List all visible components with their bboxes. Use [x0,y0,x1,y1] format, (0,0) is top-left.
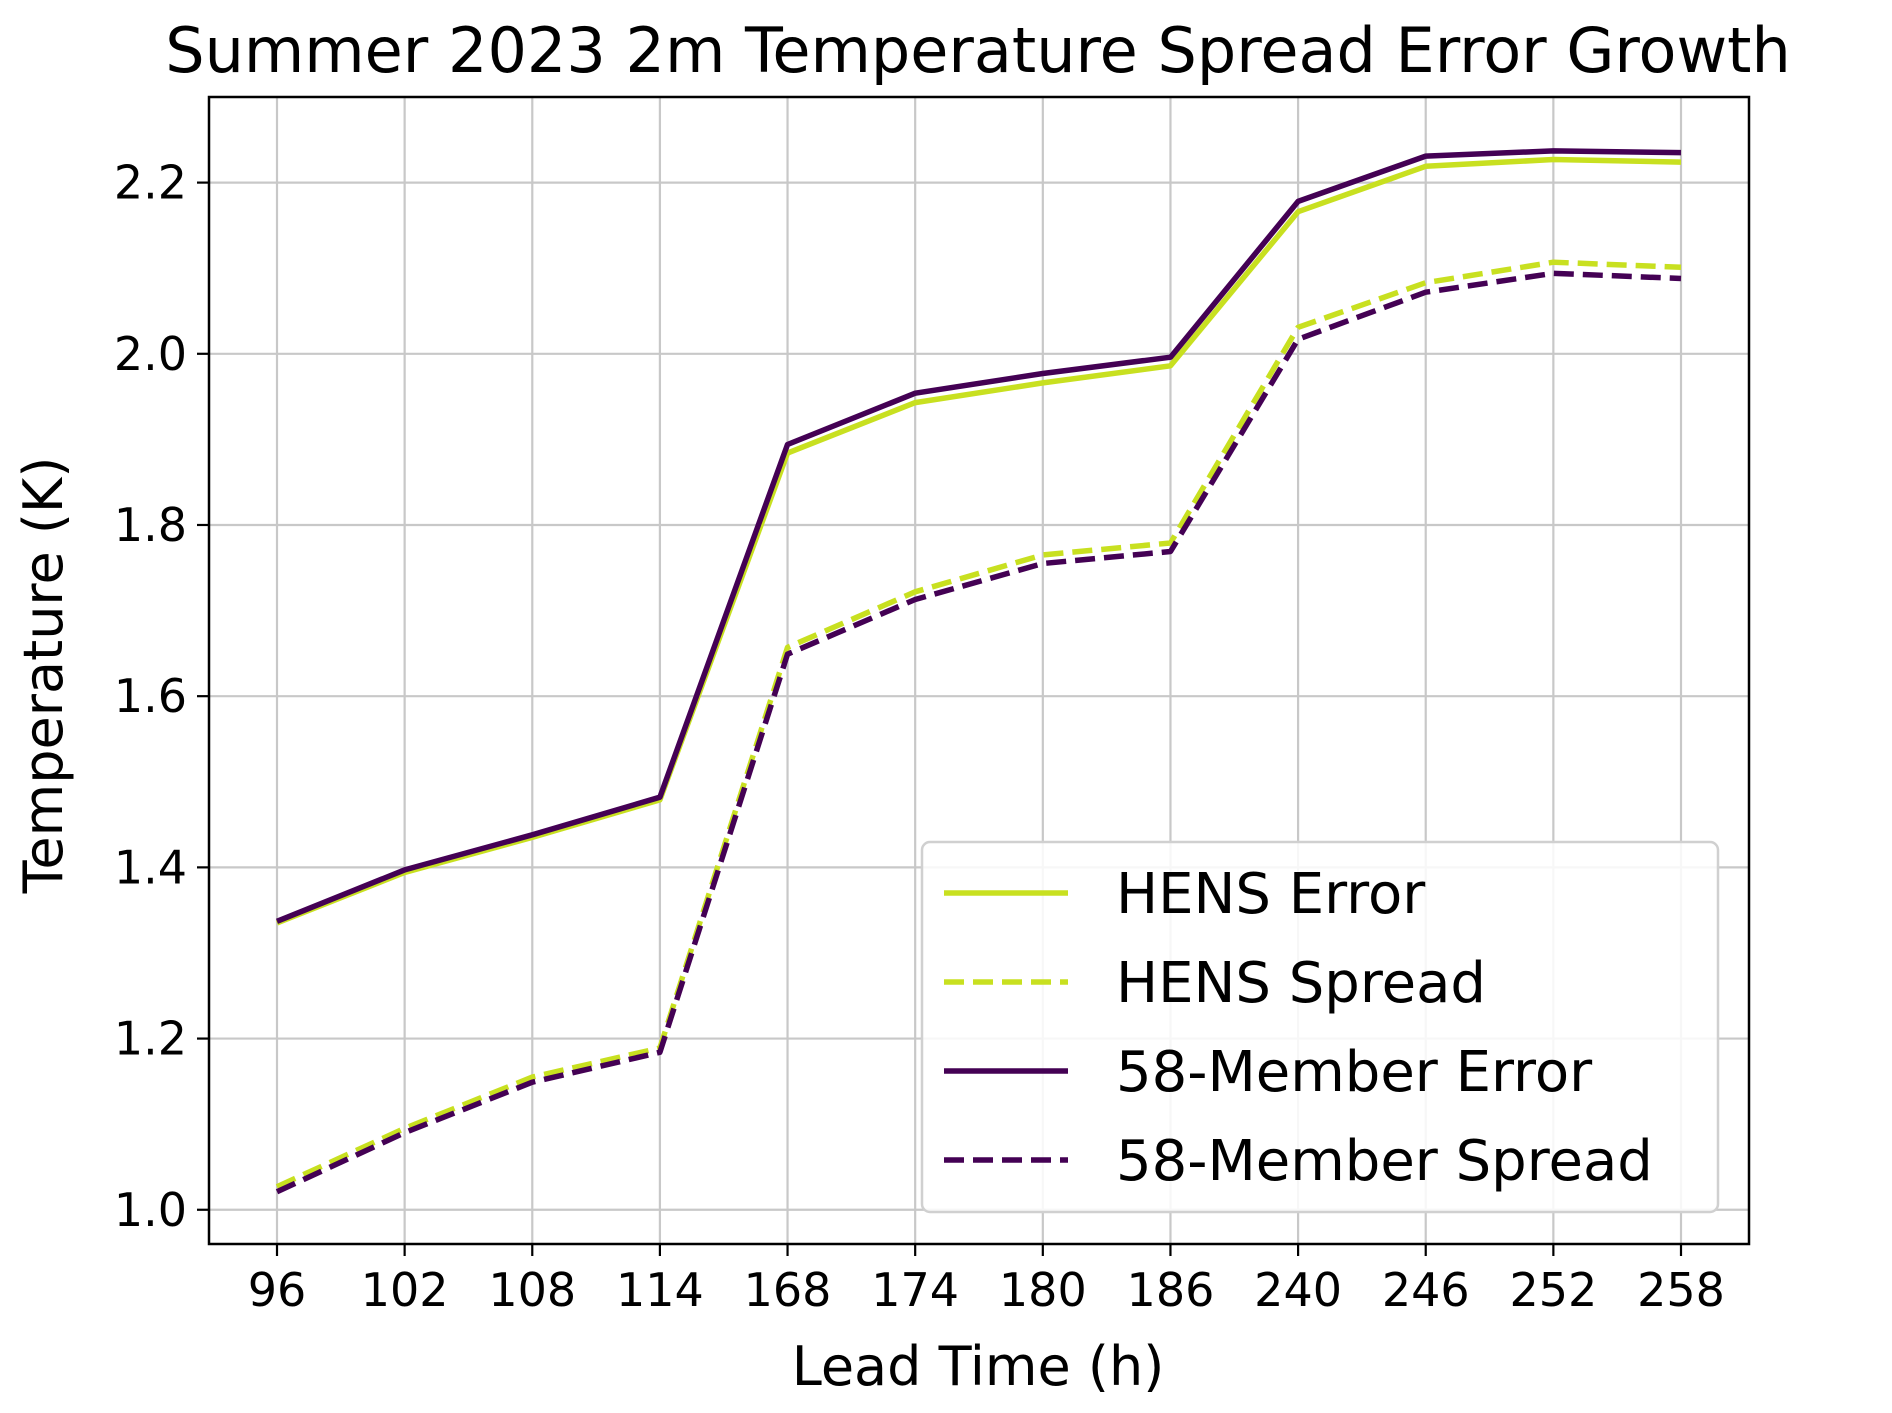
y-tick-label: 1.6 [114,669,187,723]
legend-label: 58-Member Error [1116,1040,1593,1105]
x-tick-label: 186 [1127,1263,1215,1317]
y-tick-label: 1.8 [114,498,187,552]
y-tick-label: 1.4 [114,840,187,894]
y-tick-label: 1.2 [114,1012,187,1066]
x-tick-label: 108 [488,1263,576,1317]
series-line-58-member-spread [275,270,1682,1195]
x-tick-label: 246 [1382,1263,1470,1317]
legend-label: HENS Spread [1116,951,1486,1016]
x-tick-label: 114 [616,1263,704,1317]
x-tick-label: 174 [871,1263,959,1317]
y-tick-label: 2.2 [114,156,187,210]
y-tick-label: 2.0 [114,327,187,381]
x-axis-ticks: 96 102 108 114 168 174 180 186 240 246 252 258 [248,1244,1725,1317]
chart-title: Summer 2023 2m Temperature Spread Error … [165,14,1791,87]
x-tick-label: 96 [248,1263,307,1317]
series-line-hens-spread [275,259,1682,1190]
x-tick-label: 258 [1637,1263,1725,1317]
x-tick-label: 252 [1509,1263,1597,1317]
x-tick-label: 168 [744,1263,832,1317]
legend-label: HENS Error [1116,862,1426,927]
y-axis-ticks: 1.0 1.2 1.4 1.6 1.8 2.0 2.2 [114,156,209,1237]
y-axis-label: Temperature (K) [12,457,75,895]
legend-box [920,840,1720,1214]
x-axis-label: Lead Time (h) [792,1335,1165,1398]
legend-label: 58-Member Spread [1116,1129,1653,1194]
x-tick-label: 240 [1254,1263,1342,1317]
x-tick-label: 180 [999,1263,1087,1317]
legend: HENS Error HENS Spread 58-Member Error 58-M… [920,840,1720,1214]
x-tick-label: 102 [361,1263,449,1317]
y-tick-label: 1.0 [114,1183,187,1237]
series-line-58-member-error [275,148,1682,924]
plot-frame [207,95,1751,1246]
series-group [275,148,1682,1195]
